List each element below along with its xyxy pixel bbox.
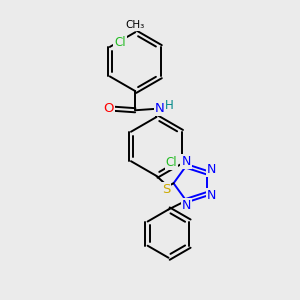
Text: N: N bbox=[182, 199, 191, 212]
Text: N: N bbox=[182, 155, 191, 168]
Text: O: O bbox=[103, 102, 114, 115]
Text: CH₃: CH₃ bbox=[126, 20, 145, 30]
Text: Cl: Cl bbox=[114, 36, 126, 49]
Text: N: N bbox=[207, 189, 217, 202]
Text: Cl: Cl bbox=[166, 156, 178, 169]
Text: N: N bbox=[155, 102, 165, 115]
Text: N: N bbox=[207, 163, 217, 176]
Text: H: H bbox=[164, 99, 173, 112]
Text: S: S bbox=[162, 183, 170, 196]
